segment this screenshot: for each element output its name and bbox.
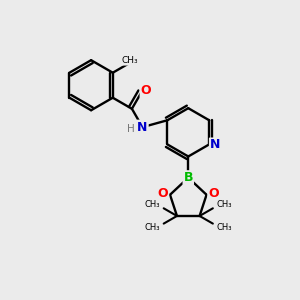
Text: CH₃: CH₃ xyxy=(121,56,138,65)
Text: B: B xyxy=(184,171,193,184)
Text: CH₃: CH₃ xyxy=(217,223,232,232)
Text: CH₃: CH₃ xyxy=(217,200,232,209)
Text: CH₃: CH₃ xyxy=(144,223,160,232)
Text: O: O xyxy=(208,187,219,200)
Text: O: O xyxy=(158,187,168,200)
Text: N: N xyxy=(137,121,148,134)
Text: CH₃: CH₃ xyxy=(144,200,160,209)
Text: N: N xyxy=(210,139,220,152)
Text: H: H xyxy=(128,124,135,134)
Text: O: O xyxy=(141,84,151,97)
